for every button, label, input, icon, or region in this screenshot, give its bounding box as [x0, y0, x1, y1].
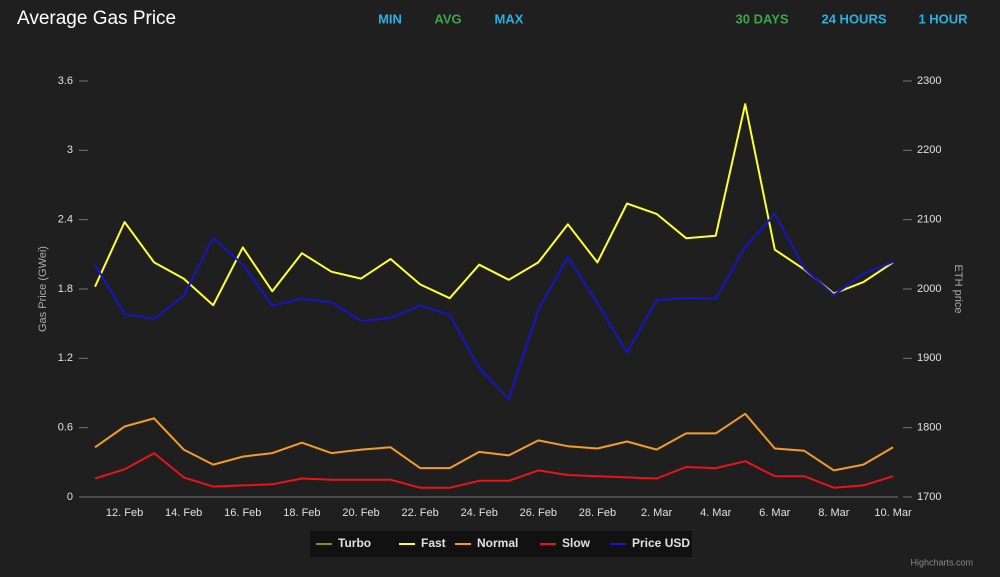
x-tick-label: 2. Mar	[641, 507, 673, 519]
x-tick-label: 8. Mar	[818, 507, 850, 519]
x-tick-label: 4. Mar	[700, 507, 732, 519]
y2-tick-label: 2100	[917, 214, 941, 226]
button[interactable]: MAX	[495, 11, 524, 26]
y-tick-label: 0.6	[58, 422, 73, 434]
y-tick-label: 1.8	[58, 283, 73, 295]
x-tick-label: 16. Feb	[224, 507, 261, 519]
y-tick-label: 0	[67, 491, 73, 503]
button[interactable]: AVG	[434, 11, 461, 26]
legend-label[interactable]: Normal	[477, 536, 518, 550]
y-tick-label: 3.6	[58, 75, 73, 87]
legend-label[interactable]: Turbo	[338, 536, 371, 550]
x-tick-label: 28. Feb	[579, 507, 616, 519]
credits: Highcharts.com	[910, 557, 973, 567]
x-tick-label: 22. Feb	[401, 507, 438, 519]
button[interactable]: 30 DAYS	[736, 11, 789, 26]
chart-title: Average Gas Price	[17, 8, 176, 29]
y-tick-label: 1.2	[58, 352, 73, 364]
button[interactable]: MIN	[378, 11, 402, 26]
x-tick-label: 6. Mar	[759, 507, 791, 519]
x-tick-label: 12. Feb	[106, 507, 143, 519]
x-tick-label: 20. Feb	[342, 507, 379, 519]
button[interactable]: 1 HOUR	[918, 11, 968, 26]
y2-tick-label: 1900	[917, 352, 941, 364]
y-tick-label: 2.4	[58, 214, 73, 226]
y2-tick-label: 2200	[917, 144, 941, 156]
legend-label[interactable]: Price USD	[632, 536, 690, 550]
y2-axis-title: ETH price	[952, 265, 964, 314]
series-line	[94, 412, 894, 472]
y2-tick-label: 2000	[917, 283, 941, 295]
x-tick-label: 24. Feb	[461, 507, 498, 519]
y2-tick-label: 1700	[917, 491, 941, 503]
x-tick-label: 18. Feb	[283, 507, 320, 519]
legend-label[interactable]: Fast	[421, 536, 446, 550]
y2-tick-label: 2300	[917, 75, 941, 87]
y-tick-label: 3	[67, 144, 73, 156]
button[interactable]: 24 HOURS	[821, 11, 886, 26]
x-tick-label: 10. Mar	[874, 507, 912, 519]
series-line	[94, 213, 894, 401]
legend-box	[310, 531, 692, 557]
series-line	[94, 103, 894, 307]
series-line	[94, 452, 894, 489]
y2-tick-label: 1800	[917, 422, 941, 434]
x-tick-label: 14. Feb	[165, 507, 202, 519]
legend-label[interactable]: Slow	[562, 536, 591, 550]
y-axis-title: Gas Price (GWei)	[37, 246, 49, 332]
x-tick-label: 26. Feb	[520, 507, 557, 519]
